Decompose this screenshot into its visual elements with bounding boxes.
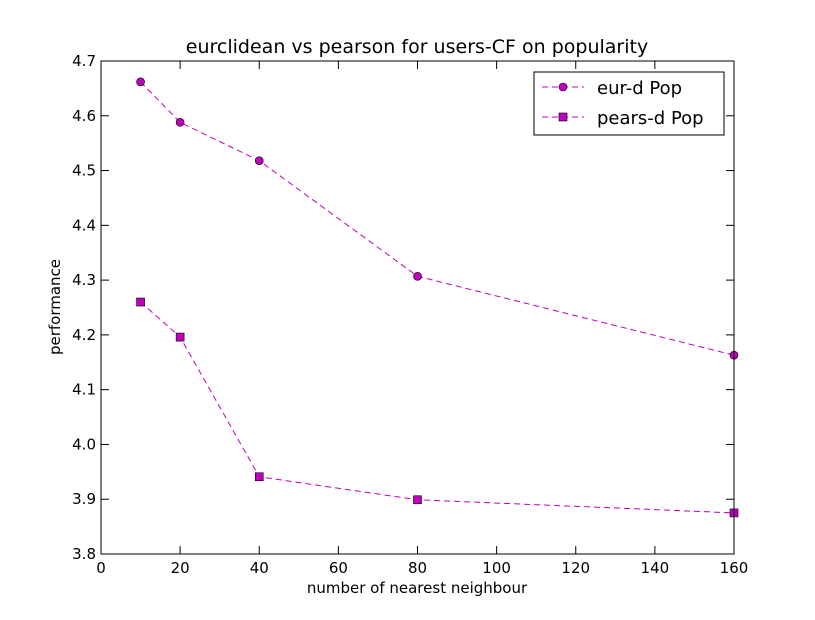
data-point-series-2 — [175, 332, 185, 342]
series-line-2 — [140, 301, 735, 514]
legend-marker-circle — [558, 82, 568, 92]
series-layer — [136, 77, 739, 518]
legend: eur-d Pop pears-d Pop — [533, 71, 725, 136]
x-axis-label: number of nearest neighbour — [307, 579, 528, 597]
data-point-series-1 — [136, 77, 145, 87]
y-tick-label: 4.6 — [72, 107, 96, 125]
x-tick-label: 40 — [250, 559, 269, 577]
data-point-series-1 — [413, 271, 422, 281]
x-tick-label: 140 — [641, 559, 670, 577]
y-tick-label: 4.1 — [72, 381, 96, 399]
y-tick-label: 4.3 — [72, 271, 96, 289]
x-tick-label: 60 — [329, 559, 348, 577]
data-point-series-2 — [413, 495, 422, 505]
y-tick-label: 3.9 — [72, 490, 96, 508]
y-tick-label: 4.5 — [72, 162, 96, 180]
axis-ticks: 0 20 40 60 80 100 120 140 160 3.8 3.9 4.0 4.1 4.2 4.3 4… — [72, 52, 748, 577]
legend-label-eur-d: eur-d Pop — [597, 78, 682, 99]
data-point-series-2 — [254, 472, 264, 482]
y-tick-label: 4.2 — [72, 326, 96, 344]
x-tick-label: 120 — [561, 559, 590, 577]
x-tick-label: 80 — [408, 559, 427, 577]
legend-marker-square — [558, 112, 568, 122]
y-tick-label: 4.4 — [72, 216, 96, 234]
legend-label-pears-d: pears-d Pop — [597, 108, 704, 129]
y-tick-label: 4.0 — [72, 435, 96, 453]
x-tick-label: 160 — [720, 559, 749, 577]
legend-box — [533, 71, 725, 136]
chart-title: eurclidean vs pearson for users-CF on po… — [186, 36, 648, 58]
y-axis-label: performance — [46, 259, 64, 355]
x-tick-label: 0 — [96, 559, 106, 577]
data-point-series-1 — [254, 156, 264, 165]
data-point-series-2 — [136, 297, 145, 307]
y-tick-label: 4.7 — [72, 52, 96, 70]
x-tick-label: 100 — [482, 559, 511, 577]
y-tick-label: 3.8 — [72, 545, 96, 563]
x-tick-label: 20 — [171, 559, 190, 577]
data-point-series-1 — [175, 118, 185, 127]
